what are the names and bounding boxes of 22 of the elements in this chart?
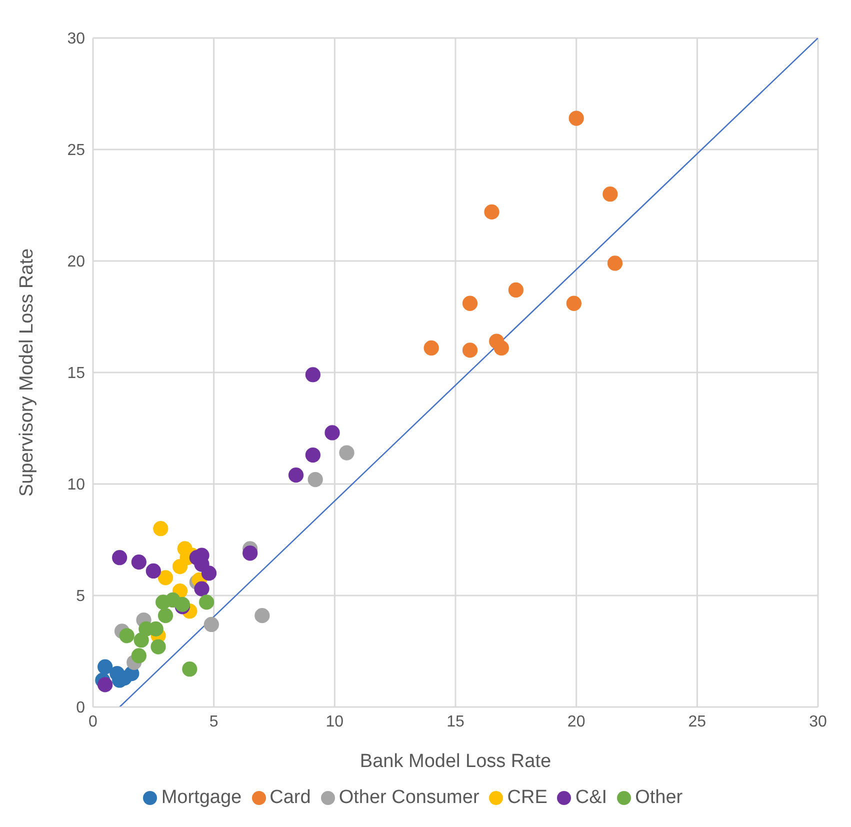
x-tick-label: 30: [809, 713, 827, 730]
legend-label: Mortgage: [161, 787, 242, 808]
legend-label: Other: [635, 787, 683, 808]
x-tick-label: 25: [688, 713, 706, 730]
legend-label: C&I: [575, 787, 608, 808]
y-tick-label: 5: [76, 588, 86, 606]
y-tick-label: 10: [67, 476, 86, 494]
legend-label: CRE: [507, 787, 548, 808]
y-tick-label: 15: [67, 365, 86, 382]
legend-label: Card: [270, 787, 311, 808]
legend-label: Other Consumer: [338, 787, 480, 808]
x-tick-label: 0: [88, 713, 98, 730]
y-tick-label: 25: [67, 142, 86, 160]
x-tick-label: 15: [446, 713, 464, 730]
x-tick-label: 10: [326, 713, 344, 730]
y-tick-label: 0: [76, 700, 86, 717]
y-tick-label: 30: [67, 30, 86, 48]
x-tick-label: 20: [567, 713, 586, 730]
y-axis-title: Supervisory Model Loss Rate: [16, 248, 38, 497]
y-tick-label: 20: [67, 254, 86, 271]
x-tick-label: 5: [209, 713, 218, 730]
x-axis-title: Bank Model Loss Rate: [360, 751, 552, 772]
